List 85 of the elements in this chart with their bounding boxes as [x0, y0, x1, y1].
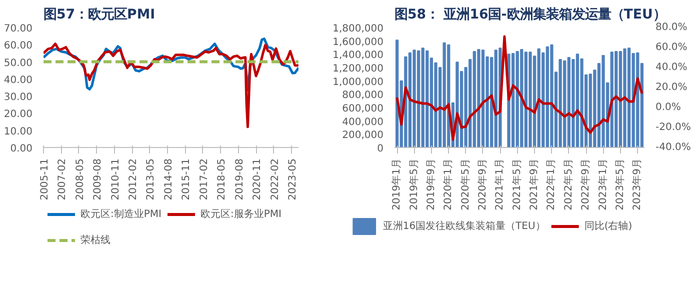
y-tick-label: 60.00: [4, 40, 33, 52]
y2-tick-label: -40.0%: [656, 142, 691, 153]
y2-tick-label: 80.0%: [656, 22, 688, 33]
x-tick-label: 2020-11: [252, 158, 264, 200]
x-tick-label: 2014-08: [163, 158, 174, 200]
legend-label: 亚洲16国发往欧线集装箱量（TEU）: [382, 220, 546, 233]
x-tick-label: 2023年5月: [614, 158, 626, 210]
y2-tick-label: 0.0%: [656, 102, 681, 113]
bar: [426, 50, 429, 148]
x-tick-label: 2021年9月: [528, 158, 540, 210]
y2-tick-label: -20.0%: [656, 122, 691, 133]
y-tick-label: 1,800,000: [332, 24, 384, 34]
x-tick-label: 2017-02: [198, 158, 210, 200]
bar: [481, 50, 485, 148]
x-tick-label: 2019年5月: [408, 158, 420, 210]
bar: [477, 49, 480, 148]
y-tick-label: 0: [377, 144, 384, 154]
x-tick-label: 2023年1月: [596, 158, 609, 210]
y-tick-label: 10.00: [4, 126, 33, 138]
bar: [516, 51, 519, 148]
bar: [627, 48, 631, 148]
bar: [614, 51, 618, 148]
legend-label: 荣枯线: [80, 234, 110, 247]
x-tick-label: 2013-05: [146, 158, 157, 200]
x-tick-label: 2008-05: [74, 158, 86, 200]
x-tick-label: 2021年1月: [494, 158, 506, 210]
y-tick-label: 1,000,000: [332, 76, 384, 88]
legend-label: 欧元区:服务业PMI: [200, 208, 282, 221]
x-tick-label: 2021年5月: [510, 158, 523, 210]
bar: [442, 42, 446, 148]
line-series: [396, 35, 644, 141]
x-tick-label: 2005-11: [40, 158, 50, 200]
y2-tick-label: 20.0%: [656, 82, 688, 93]
bar: [524, 52, 528, 148]
y-tick-label: 30.00: [4, 92, 33, 104]
x-tick-label: 2020年1月: [442, 158, 454, 210]
bar: [602, 55, 605, 148]
x-tick-label: 2022-02: [270, 158, 281, 200]
y-tick-label: 40.00: [4, 74, 33, 86]
x-tick-label: 2019年1月: [390, 158, 403, 210]
chart-title: 图58： 亚洲16国-欧洲集装箱发运量（TEU）: [394, 6, 666, 22]
y2-tick-label: 40.0%: [656, 62, 688, 73]
x-tick-label: 2019年9月: [424, 158, 437, 210]
legend-label: 同比(右轴): [584, 220, 632, 233]
legend-label: 欧元区:制造业PMI: [80, 208, 162, 221]
bar: [576, 54, 580, 148]
bar: [408, 52, 412, 148]
x-tick-label: 2012-02: [128, 158, 140, 200]
bar: [558, 59, 562, 148]
y-tick-label: 1,200,000: [332, 64, 384, 74]
chart-title: 图57：欧元区PMI: [44, 8, 156, 22]
y-tick-label: 200,000: [342, 130, 384, 142]
bar: [412, 50, 416, 148]
x-tick-label: 2022年9月: [580, 158, 592, 210]
x-tick-label: 2009-08: [92, 158, 104, 200]
bar: [416, 50, 420, 148]
y-tick-label: 0.00: [10, 144, 32, 154]
x-tick-label: 2020年5月: [459, 158, 472, 210]
x-tick-label: 2018-05: [216, 158, 228, 200]
x-tick-label: 2020年9月: [476, 158, 488, 210]
y-tick-label: 400,000: [342, 116, 384, 128]
bar: [623, 48, 626, 148]
x-tick-label: 2019-08: [234, 158, 246, 200]
y-tick-label: 1,400,000: [332, 50, 384, 62]
x-tick-label: 2022年5月: [562, 158, 574, 210]
line-series: [44, 42, 298, 128]
y-tick-label: 20.00: [4, 109, 33, 120]
x-tick-label: 2007-02: [57, 158, 68, 200]
bar: [537, 48, 540, 148]
y-tick-label: 70.00: [4, 24, 33, 34]
bar: [421, 48, 424, 148]
bar: [588, 74, 592, 148]
bar: [618, 51, 622, 148]
y-tick-label: 50.00: [4, 58, 33, 69]
x-tick-label: 2023年9月: [631, 158, 644, 210]
y2-tick-label: 60.0%: [656, 42, 688, 53]
x-tick-label: 2015-11: [181, 158, 192, 200]
x-tick-label: 2022年1月: [545, 158, 558, 210]
y-tick-label: 600,000: [342, 104, 384, 114]
x-tick-label: 2010-11: [110, 158, 122, 200]
bar: [528, 52, 532, 148]
y-tick-label: 800,000: [342, 90, 384, 102]
x-tick-label: 2023-05: [287, 158, 298, 200]
y-tick-label: 1,600,000: [332, 36, 384, 48]
bar: [550, 44, 554, 148]
